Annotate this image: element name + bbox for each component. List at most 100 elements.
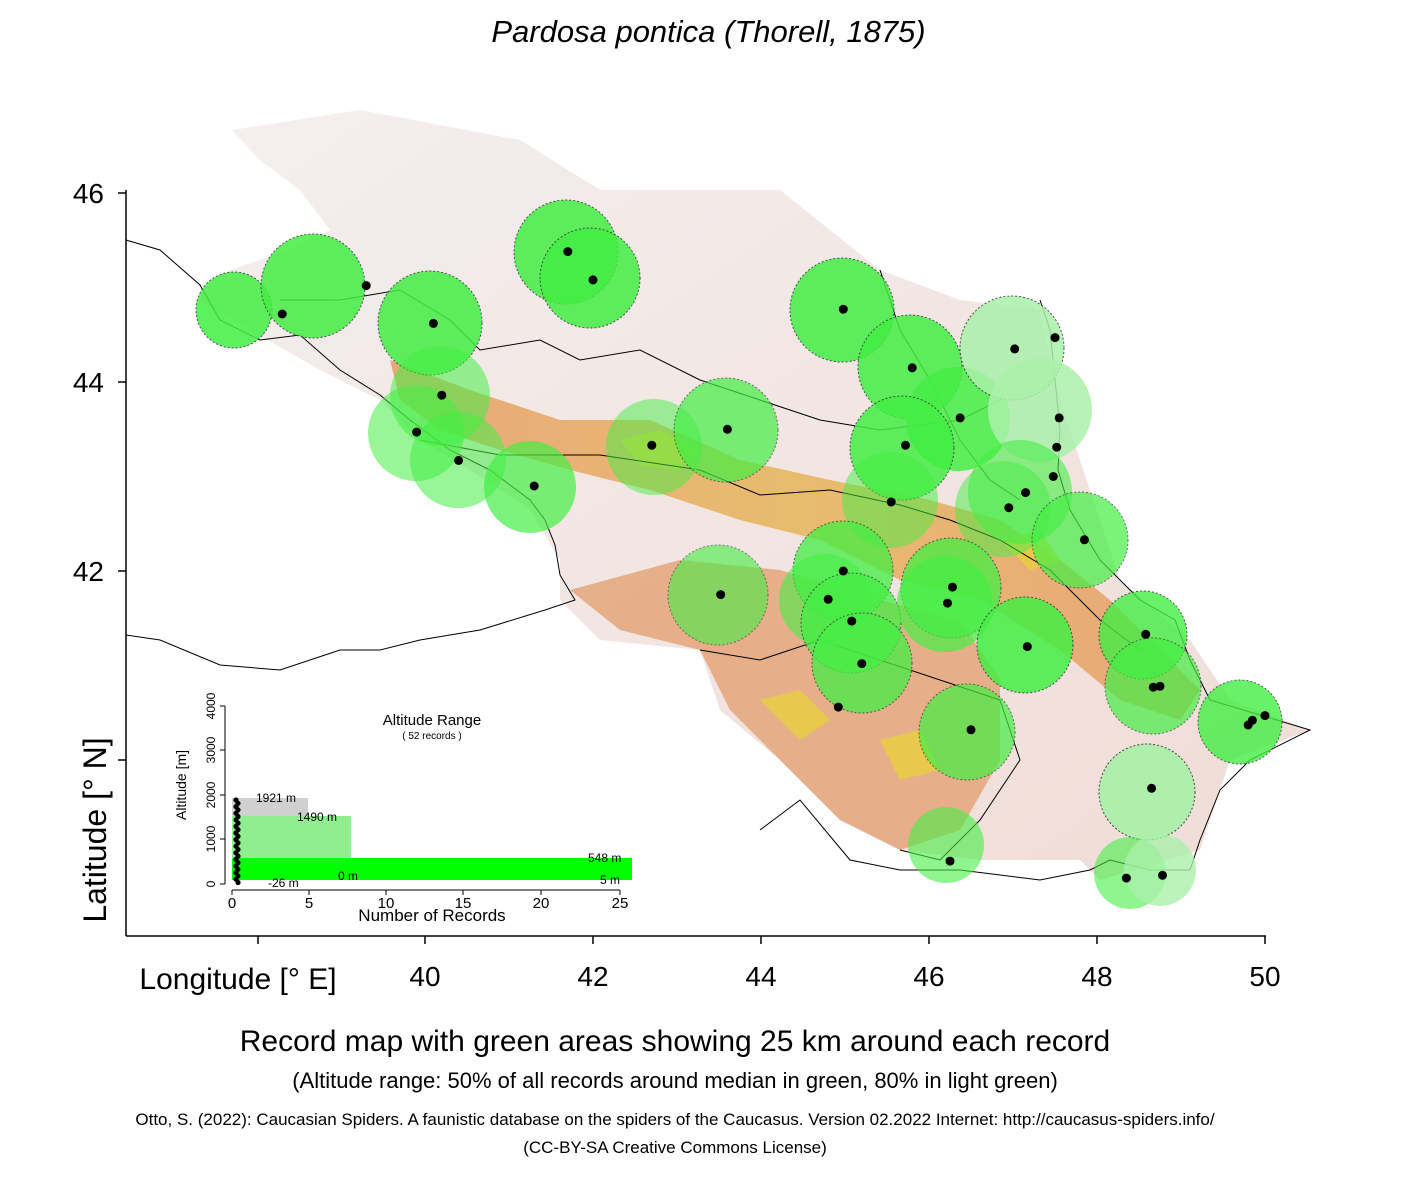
- y-axis-label: Latitude [° N]: [77, 737, 113, 922]
- record-point: [847, 616, 857, 626]
- record-point: [948, 582, 957, 592]
- record-point: [1048, 472, 1058, 481]
- record-area: [908, 807, 984, 883]
- record-point: [1052, 442, 1062, 452]
- main-ridge: [390, 360, 1200, 720]
- record-point: [563, 247, 573, 257]
- x-tick-labels: 40 42 44 46 48 50: [409, 961, 1280, 992]
- x-tick-label: 44: [745, 961, 776, 992]
- record-point: [1141, 629, 1151, 639]
- record-point: [1158, 870, 1167, 880]
- y-tick-label: 46: [73, 178, 104, 209]
- record-point: [588, 275, 598, 285]
- record-point: [428, 318, 438, 328]
- record-point: [823, 594, 833, 604]
- record-point: [966, 725, 976, 735]
- record-area: [918, 683, 1016, 781]
- caption-main: Record map with green areas showing 25 k…: [239, 1025, 1111, 1058]
- record-points: [277, 247, 1270, 883]
- label-max: 1921 m: [256, 791, 296, 805]
- record-point: [1022, 642, 1032, 652]
- inset-point: [235, 879, 241, 886]
- record-point: [716, 590, 726, 600]
- label-median: 0 m: [338, 869, 358, 883]
- record-point: [722, 424, 732, 434]
- record-point: [1050, 333, 1060, 343]
- record-point: [886, 497, 896, 507]
- x-tick-label: 40: [409, 961, 440, 992]
- inset-title: Altitude Range: [383, 712, 481, 729]
- label-p80-high: 1490 m: [297, 810, 337, 824]
- record-point: [529, 481, 539, 491]
- inset-x-label: Number of Records: [358, 906, 505, 925]
- record-area: [260, 233, 366, 339]
- record-point: [838, 566, 848, 576]
- inset-y-label: Altitude [m]: [173, 750, 189, 820]
- inset-x-tick-label: 5: [305, 895, 313, 912]
- license-line: (CC-BY-SA Creative Commons License): [523, 1138, 827, 1157]
- record-point: [1247, 715, 1257, 725]
- record-area: [955, 461, 1051, 557]
- altitude-inset: 0 1000 2000 3000 4000 0 5 10 15 20 25 Al…: [173, 692, 632, 925]
- inset-x-tick-label: 20: [533, 895, 550, 912]
- label-p50-low: 5 m: [600, 873, 620, 887]
- record-point: [361, 281, 371, 291]
- map-title: Pardosa pontica (Thorell, 1875): [491, 14, 926, 49]
- record-point: [838, 304, 848, 314]
- record-point: [1155, 681, 1165, 691]
- inset-x-tick-label: 0: [228, 895, 236, 912]
- record-point: [1260, 711, 1270, 721]
- record-point: [1010, 344, 1020, 354]
- inset-points: [233, 797, 241, 886]
- bar-max: [232, 798, 308, 816]
- record-point: [945, 856, 955, 866]
- record-point: [1004, 503, 1014, 513]
- y-tick-labels: 46 44 42: [73, 178, 104, 587]
- axes: [118, 190, 1266, 944]
- record-point: [943, 598, 952, 608]
- record-area-light: [1098, 743, 1196, 841]
- inset-y-tick-label: 2000: [204, 781, 218, 808]
- record-area-light: [988, 358, 1092, 462]
- bar-p50: [232, 858, 632, 880]
- bar-p80: [232, 816, 351, 858]
- x-tick-label: 46: [913, 961, 944, 992]
- y-tick-label: 44: [73, 367, 104, 398]
- label-min: -26 m: [268, 876, 299, 890]
- inset-x-tick-label: 10: [378, 895, 395, 912]
- record-point: [1054, 413, 1064, 423]
- inset-x-tick-label: 15: [455, 895, 472, 912]
- record-point: [901, 440, 910, 450]
- record-point: [857, 659, 867, 669]
- label-p50-high: 548 m: [588, 851, 621, 865]
- record-point: [955, 413, 965, 423]
- caption-sub: (Altitude range: 50% of all records arou…: [292, 1068, 1058, 1093]
- record-point: [1148, 682, 1158, 692]
- inset-y-tick-label: 3000: [204, 736, 218, 763]
- credit-line: Otto, S. (2022): Caucasian Spiders. A fa…: [135, 1110, 1215, 1129]
- record-point: [1121, 873, 1131, 883]
- record-point: [647, 440, 657, 450]
- inset-y-tick-label: 0: [204, 880, 218, 887]
- record-point: [907, 363, 917, 373]
- record-area-light: [1124, 834, 1196, 906]
- inset-y-tick-label: 4000: [204, 692, 218, 719]
- record-area: [1197, 679, 1283, 765]
- record-point: [412, 427, 422, 437]
- x-axis-label: Longitude [° E]: [139, 963, 336, 996]
- inset-subtitle: ( 52 records ): [402, 731, 461, 742]
- inset-x-ticks: 0 5 10 15 20 25: [228, 895, 629, 912]
- record-point: [437, 390, 447, 400]
- inset-altitude-labels: 1921 m 1490 m 548 m 0 m 5 m -26 m: [256, 791, 621, 890]
- inset-y-ticks: 0 1000 2000 3000 4000: [204, 692, 218, 887]
- record-point: [454, 455, 464, 465]
- inset-x-tick-label: 25: [612, 895, 629, 912]
- y-tick-label: 42: [73, 556, 104, 587]
- record-point: [1079, 535, 1089, 545]
- x-tick-label: 50: [1249, 961, 1280, 992]
- x-tick-label: 48: [1081, 961, 1112, 992]
- record-point: [1021, 488, 1031, 498]
- record-point: [277, 309, 287, 319]
- inset-y-tick-label: 1000: [204, 825, 218, 852]
